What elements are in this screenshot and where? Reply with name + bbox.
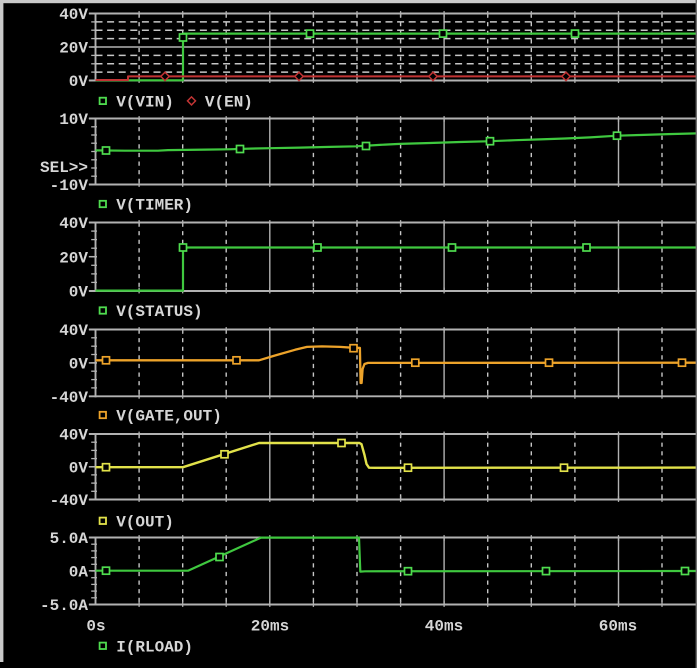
- svg-text:0V: 0V: [69, 73, 89, 91]
- svg-text:20ms: 20ms: [251, 618, 289, 636]
- svg-text:-40V: -40V: [50, 389, 89, 407]
- svg-text:-40V: -40V: [50, 492, 89, 510]
- svg-text:0s: 0s: [86, 618, 105, 636]
- svg-text:V(EN): V(EN): [205, 94, 253, 112]
- svg-text:0V: 0V: [69, 284, 89, 302]
- svg-text:V(STATUS): V(STATUS): [116, 303, 202, 321]
- svg-text:-5.0A: -5.0A: [40, 597, 88, 615]
- svg-text:5.0A: 5.0A: [50, 530, 89, 548]
- svg-text:V(GATE,OUT): V(GATE,OUT): [116, 408, 222, 426]
- svg-text:SEL>>: SEL>>: [40, 159, 88, 177]
- svg-text:V(VIN): V(VIN): [116, 94, 174, 112]
- svg-text:40V: 40V: [59, 215, 88, 233]
- svg-text:20V: 20V: [59, 40, 88, 58]
- svg-text:40V: 40V: [59, 322, 88, 340]
- svg-text:V(OUT): V(OUT): [116, 513, 174, 531]
- svg-text:60ms: 60ms: [599, 618, 637, 636]
- svg-text:0V: 0V: [69, 356, 89, 374]
- svg-text:40ms: 40ms: [425, 618, 463, 636]
- svg-text:0A: 0A: [69, 564, 89, 582]
- svg-text:0V: 0V: [69, 460, 89, 478]
- svg-text:V(TIMER): V(TIMER): [116, 197, 193, 215]
- svg-text:10V: 10V: [59, 111, 88, 129]
- svg-text:40V: 40V: [59, 6, 88, 24]
- svg-text:I(RLOAD): I(RLOAD): [116, 638, 193, 656]
- svg-text:20V: 20V: [59, 249, 88, 267]
- svg-text:-10V: -10V: [50, 177, 89, 195]
- svg-text:40V: 40V: [59, 427, 88, 445]
